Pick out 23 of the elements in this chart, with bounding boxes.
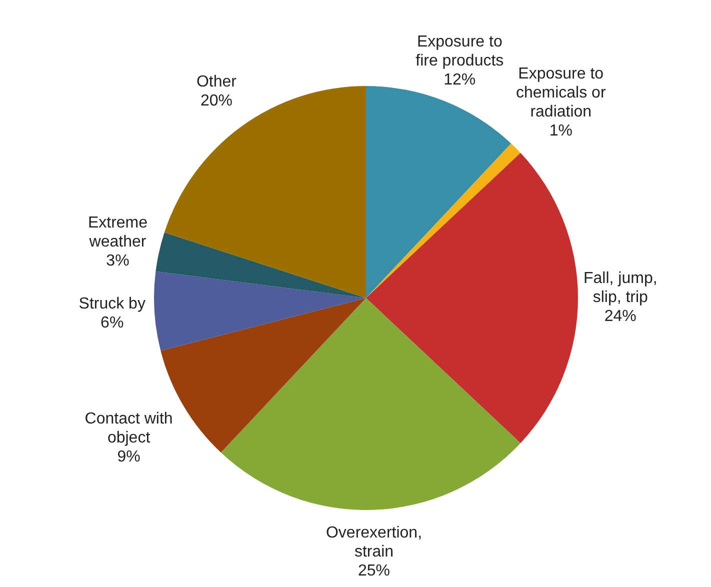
slice-label: Other <box>196 74 238 91</box>
slice-label: Extreme weather <box>88 214 148 251</box>
slice-label: Fall, jump, slip, trip <box>584 270 658 306</box>
pie-slice <box>156 232 366 298</box>
pie-slice <box>366 86 512 298</box>
data-label: 24% <box>604 308 636 326</box>
slice-label: Exposure to fire products <box>416 34 504 70</box>
pie-slice <box>154 271 366 351</box>
pie-slice <box>366 143 521 298</box>
data-label: 25% <box>358 562 390 580</box>
data-label: 1% <box>549 122 572 140</box>
data-label: 9% <box>117 448 140 466</box>
data-label: 12% <box>444 72 476 89</box>
slice-label: Exposure to chemicals or radiation <box>516 66 606 121</box>
slice-label: Overexertion, strain <box>326 524 422 561</box>
pie-slice <box>220 298 521 510</box>
slice-label: Struck by <box>78 296 146 313</box>
pie-slice <box>164 86 366 298</box>
data-label: 6% <box>100 314 124 332</box>
slice-label: Contact with object <box>84 410 173 447</box>
data-label: 3% <box>106 252 130 270</box>
data-label: 20% <box>200 92 232 110</box>
pie-slice <box>366 152 578 444</box>
